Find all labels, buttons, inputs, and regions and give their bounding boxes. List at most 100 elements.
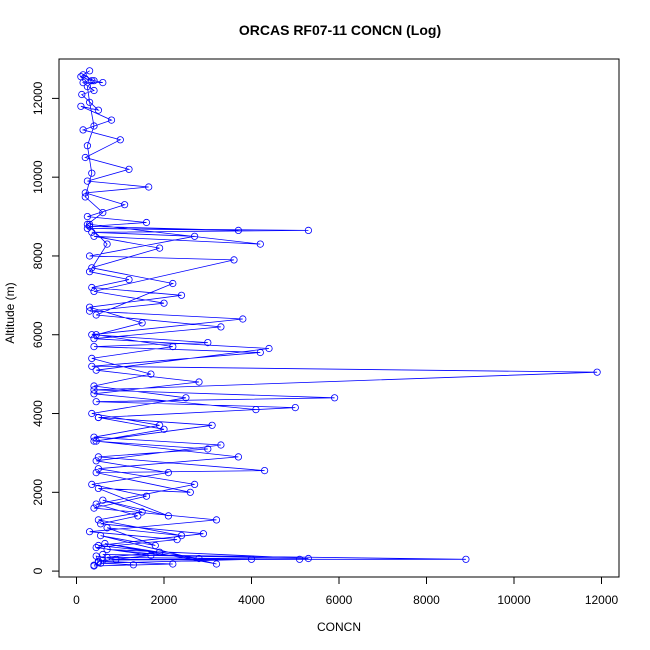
data-point (94, 516, 103, 524)
y-tick-label: 4000 (31, 400, 45, 427)
data-point (90, 386, 98, 394)
data-point (304, 554, 312, 563)
data-point (94, 541, 103, 550)
data-point (86, 222, 94, 230)
data-point (92, 552, 100, 560)
data-point (112, 555, 120, 563)
data-point (90, 504, 98, 512)
chart-title: ORCAS RF07-11 CONCN (Log) (239, 22, 441, 38)
data-point (164, 512, 172, 520)
data-point (164, 468, 172, 477)
y-tick-label: 6000 (31, 321, 45, 348)
data-point (81, 75, 89, 83)
data-point (94, 453, 103, 461)
data-point (83, 83, 92, 91)
data-point (88, 264, 96, 272)
data-point (94, 413, 103, 422)
data-point (90, 335, 98, 343)
data-point (92, 311, 100, 319)
data-point (99, 496, 107, 504)
x-axis-label: CONCN (317, 620, 361, 634)
data-point (230, 256, 238, 264)
data-point (142, 218, 151, 227)
data-point (256, 240, 264, 248)
data-point (92, 500, 100, 508)
data-point (90, 86, 98, 95)
data-point (90, 287, 98, 295)
data-point (97, 531, 105, 540)
data-point (212, 560, 221, 568)
data-point (90, 433, 98, 441)
data-point (160, 425, 168, 433)
data-point (186, 488, 194, 496)
data-point (90, 562, 98, 570)
y-tick-label: 8000 (31, 242, 45, 269)
data-point (260, 466, 269, 475)
data-point (125, 165, 133, 173)
data-point (593, 368, 601, 376)
data-point (92, 366, 100, 374)
data-point (83, 177, 92, 185)
data-point (88, 409, 96, 418)
data-point (86, 98, 94, 106)
data-point (94, 557, 103, 565)
data-point (77, 102, 85, 110)
data-point (107, 116, 116, 124)
data-point (145, 183, 153, 191)
data-point (88, 480, 96, 488)
data-point (125, 275, 133, 284)
data-point (199, 530, 207, 538)
data-point (83, 224, 92, 232)
data-point (239, 315, 247, 323)
data-point (86, 220, 94, 228)
x-tick-label: 8000 (413, 593, 440, 607)
data-point (234, 453, 242, 461)
data-point (291, 403, 299, 412)
data-point (86, 67, 94, 75)
data-point (88, 354, 96, 362)
data-point (169, 279, 177, 288)
data-point (103, 553, 111, 561)
data-point (92, 398, 100, 406)
data-point (142, 492, 151, 500)
data-point (204, 338, 212, 347)
data-point (156, 548, 164, 556)
data-point (212, 516, 221, 524)
data-point (83, 142, 92, 150)
data-point (295, 555, 304, 563)
data-point (79, 71, 87, 79)
data-point (191, 232, 199, 240)
data-point (204, 445, 212, 453)
data-point (81, 153, 89, 162)
plot-frame (58, 58, 620, 578)
data-point (90, 437, 98, 445)
data-point (86, 528, 94, 536)
data-point (92, 457, 100, 465)
y-axis: 0 2000 4000 6000 8000 10000 12000 (31, 81, 60, 574)
data-point (234, 226, 242, 234)
x-tick-label: 10000 (497, 593, 531, 607)
data-point (99, 79, 107, 87)
y-tick-label: 10000 (31, 160, 45, 194)
data-point (147, 370, 155, 378)
data-point (156, 244, 164, 252)
data-point (92, 437, 100, 445)
data-point (90, 77, 98, 85)
y-tick-label: 0 (31, 567, 45, 574)
data-point (88, 362, 96, 370)
data-point (116, 136, 124, 144)
data-point (177, 531, 186, 540)
data-point (265, 344, 273, 353)
data-point (81, 189, 89, 197)
data-point (147, 551, 155, 559)
data-point (88, 331, 96, 339)
data-point (121, 201, 129, 209)
data-point (173, 535, 181, 544)
data-point (182, 394, 190, 402)
data-point (252, 405, 260, 414)
x-tick-label: 2000 (151, 593, 178, 607)
data-point (169, 560, 177, 568)
data-point (462, 555, 470, 563)
data-point (247, 555, 256, 563)
series-line (80, 70, 598, 567)
